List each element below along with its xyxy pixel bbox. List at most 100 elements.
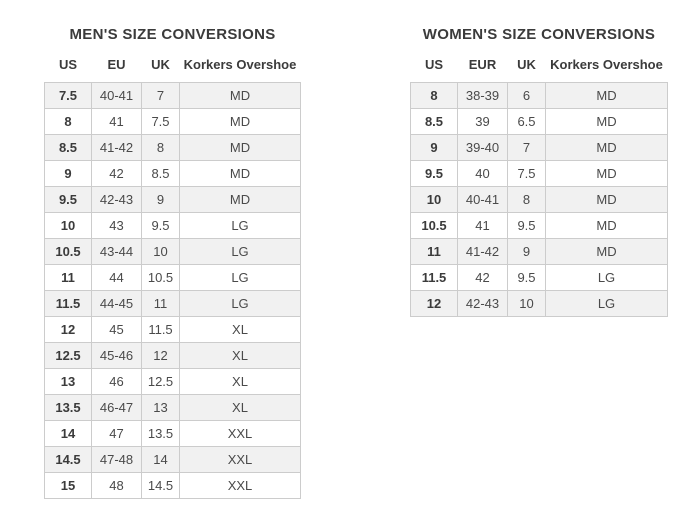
table-cell: 41	[91, 108, 142, 135]
table-cell: XL	[179, 394, 301, 421]
table-row: 8.5 41-42 8 MD	[44, 134, 301, 161]
table-cell: 47	[91, 420, 142, 447]
table-cell: MD	[179, 186, 301, 213]
table-cell: 43	[91, 212, 142, 239]
mens-header-uk: UK	[151, 57, 170, 72]
us-size-cell: 8	[410, 82, 458, 109]
table-cell: 7.5	[141, 108, 180, 135]
table-row: 13 46 12.5 XL	[44, 368, 301, 395]
table-row: 10 40-41 8 MD	[410, 186, 668, 213]
table-cell: 43-44	[91, 238, 142, 265]
mens-size-table: US EU UK Korkers Overshoe 7.5 40-41 7 MD 8 41…	[44, 57, 301, 499]
table-cell: MD	[545, 212, 668, 239]
us-size-cell: 13	[44, 368, 92, 395]
table-cell: 39-40	[457, 134, 508, 161]
table-cell: 42	[91, 160, 142, 187]
table-cell: LG	[179, 212, 301, 239]
table-cell: 9.5	[507, 264, 546, 291]
table-cell: 12	[141, 342, 180, 369]
table-cell: MD	[545, 238, 668, 265]
womens-table-header-row: US EUR UK Korkers Overshoe	[411, 57, 668, 83]
table-row: 10 43 9.5 LG	[44, 212, 301, 239]
us-size-cell: 14.5	[44, 446, 92, 473]
table-cell: 11	[141, 290, 180, 317]
womens-header-korkers-overshoe: Korkers Overshoe	[550, 57, 663, 72]
table-cell: 41	[457, 212, 508, 239]
table-cell: 45	[91, 316, 142, 343]
us-size-cell: 10.5	[410, 212, 458, 239]
table-cell: 6	[507, 82, 546, 109]
womens-header-us: US	[424, 57, 444, 72]
us-size-cell: 8.5	[44, 134, 92, 161]
table-cell: MD	[545, 82, 668, 109]
table-row: 11 44 10.5 LG	[44, 264, 301, 291]
womens-header-eur: EUR	[468, 57, 497, 72]
table-cell: 44-45	[91, 290, 142, 317]
womens-header-uk: UK	[517, 57, 536, 72]
us-size-cell: 10	[410, 186, 458, 213]
mens-size-conversion-section: MEN'S SIZE CONVERSIONS US EU UK Korkers …	[44, 26, 301, 499]
table-cell: 38-39	[457, 82, 508, 109]
table-cell: 40-41	[91, 82, 142, 109]
table-cell: XL	[179, 316, 301, 343]
table-cell: 9.5	[507, 212, 546, 239]
table-cell: XXL	[179, 420, 301, 447]
table-cell: MD	[545, 134, 668, 161]
table-cell: LG	[545, 290, 668, 317]
table-row: 11.5 42 9.5 LG	[410, 264, 668, 291]
table-cell: XXL	[179, 446, 301, 473]
table-cell: 11.5	[141, 316, 180, 343]
table-cell: 46-47	[91, 394, 142, 421]
table-row: 10.5 43-44 10 LG	[44, 238, 301, 265]
table-row: 12.5 45-46 12 XL	[44, 342, 301, 369]
table-row: 9.5 42-43 9 MD	[44, 186, 301, 213]
table-cell: 7.5	[507, 160, 546, 187]
us-size-cell: 11	[410, 238, 458, 265]
mens-header-us: US	[58, 57, 78, 72]
table-row: 14 47 13.5 XXL	[44, 420, 301, 447]
us-size-cell: 8	[44, 108, 92, 135]
table-cell: 8	[141, 134, 180, 161]
us-size-cell: 15	[44, 472, 92, 499]
table-cell: 42-43	[457, 290, 508, 317]
table-row: 9 42 8.5 MD	[44, 160, 301, 187]
table-row: 12 42-43 10 LG	[410, 290, 668, 317]
table-cell: XXL	[179, 472, 301, 499]
table-cell: 41-42	[91, 134, 142, 161]
womens-size-conversion-section: WOMEN'S SIZE CONVERSIONS US EUR UK Korke…	[410, 26, 668, 317]
table-cell: 40-41	[457, 186, 508, 213]
table-row: 8.5 39 6.5 MD	[410, 108, 668, 135]
us-size-cell: 10	[44, 212, 92, 239]
mens-table-header-row: US EU UK Korkers Overshoe	[45, 57, 301, 83]
table-cell: 7	[507, 134, 546, 161]
table-cell: 13	[141, 394, 180, 421]
us-size-cell: 12	[410, 290, 458, 317]
table-cell: 9.5	[141, 212, 180, 239]
table-cell: LG	[179, 290, 301, 317]
us-size-cell: 11.5	[44, 290, 92, 317]
us-size-cell: 9.5	[410, 160, 458, 187]
table-cell: MD	[545, 160, 668, 187]
table-cell: 40	[457, 160, 508, 187]
us-size-cell: 12	[44, 316, 92, 343]
table-cell: MD	[179, 134, 301, 161]
mens-table-title: MEN'S SIZE CONVERSIONS	[69, 26, 276, 43]
table-row: 10.5 41 9.5 MD	[410, 212, 668, 239]
us-size-cell: 9	[44, 160, 92, 187]
table-row: 9 39-40 7 MD	[410, 134, 668, 161]
table-row: 8 38-39 6 MD	[410, 82, 668, 109]
mens-header-korkers-overshoe: Korkers Overshoe	[183, 57, 297, 72]
table-cell: 47-48	[91, 446, 142, 473]
table-cell: 9	[507, 238, 546, 265]
table-cell: 41-42	[457, 238, 508, 265]
table-cell: MD	[545, 108, 668, 135]
table-cell: 13.5	[141, 420, 180, 447]
table-row: 15 48 14.5 XXL	[44, 472, 301, 499]
table-row: 11 41-42 9 MD	[410, 238, 668, 265]
table-cell: MD	[179, 160, 301, 187]
table-row: 13.5 46-47 13 XL	[44, 394, 301, 421]
table-cell: XL	[179, 368, 301, 395]
table-row: 7.5 40-41 7 MD	[44, 82, 301, 109]
table-cell: LG	[179, 264, 301, 291]
table-cell: 39	[457, 108, 508, 135]
